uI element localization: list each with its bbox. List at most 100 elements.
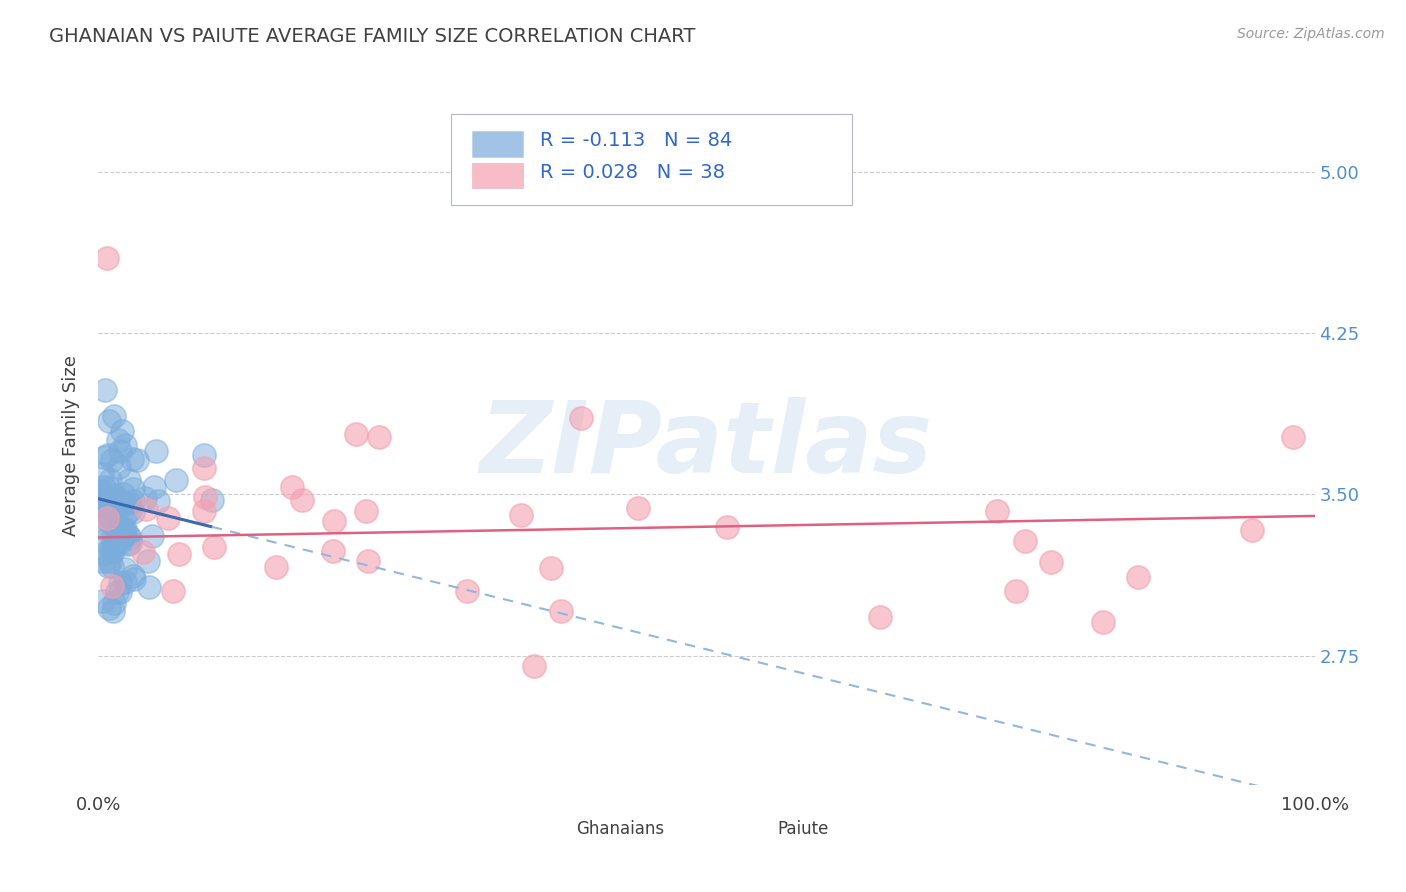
Point: [108, 536, 131, 550]
Point: [105, 502, 128, 516]
FancyBboxPatch shape: [530, 821, 564, 836]
Point: [569, 411, 592, 425]
Text: GHANAIAN VS PAIUTE AVERAGE FAMILY SIZE CORRELATION CHART: GHANAIAN VS PAIUTE AVERAGE FAMILY SIZE C…: [49, 27, 696, 45]
Point: [112, 487, 135, 501]
Point: [323, 514, 346, 528]
Point: [141, 529, 163, 543]
Point: [90, 521, 112, 535]
Point: [93, 479, 115, 493]
Point: [132, 545, 155, 559]
Point: [94, 533, 117, 547]
Point: [869, 610, 891, 624]
Point: [103, 542, 125, 557]
Point: [107, 460, 129, 475]
Point: [108, 444, 131, 458]
Point: [111, 496, 134, 510]
Point: [107, 433, 129, 447]
Point: [107, 493, 129, 508]
Point: [716, 520, 738, 534]
Point: [118, 536, 141, 550]
Point: [122, 572, 145, 586]
Point: [114, 562, 136, 576]
Point: [121, 482, 143, 496]
Point: [97, 481, 120, 495]
Y-axis label: Average Family Size: Average Family Size: [62, 356, 80, 536]
Point: [96, 251, 118, 265]
FancyBboxPatch shape: [731, 821, 765, 836]
Point: [97, 558, 120, 573]
Point: [103, 596, 125, 610]
Point: [117, 537, 139, 551]
Point: [193, 461, 215, 475]
Point: [1091, 615, 1114, 629]
Point: [100, 514, 122, 528]
Point: [118, 496, 141, 510]
Point: [114, 575, 136, 590]
Point: [93, 450, 115, 464]
Text: R = -0.113   N = 84: R = -0.113 N = 84: [540, 131, 733, 151]
Point: [112, 523, 135, 537]
Point: [135, 502, 157, 516]
Point: [96, 511, 118, 525]
Point: [96, 512, 118, 526]
Point: [101, 453, 124, 467]
Point: [193, 449, 215, 463]
Point: [125, 453, 148, 467]
Point: [101, 543, 124, 558]
Point: [91, 594, 114, 608]
Point: [98, 541, 121, 556]
Point: [103, 409, 125, 423]
Point: [1014, 533, 1036, 548]
Point: [114, 508, 136, 523]
Point: [111, 424, 134, 438]
Point: [97, 414, 120, 428]
Point: [165, 473, 187, 487]
Point: [101, 579, 124, 593]
Point: [121, 452, 143, 467]
Point: [280, 480, 302, 494]
Point: [357, 554, 380, 568]
Point: [105, 584, 128, 599]
Point: [122, 569, 145, 583]
Point: [148, 493, 170, 508]
Point: [322, 544, 344, 558]
Point: [167, 547, 190, 561]
Point: [108, 576, 131, 591]
Point: [1004, 583, 1026, 598]
Point: [122, 494, 145, 508]
Point: [91, 554, 114, 568]
Point: [1040, 555, 1063, 569]
Point: [89, 492, 111, 507]
Point: [114, 522, 136, 536]
Point: [105, 495, 128, 509]
Text: Ghanaians: Ghanaians: [576, 820, 665, 838]
Point: [291, 492, 314, 507]
Text: ZIPatlas: ZIPatlas: [479, 398, 934, 494]
FancyBboxPatch shape: [472, 162, 523, 188]
Point: [136, 554, 159, 568]
Text: R = 0.028   N = 38: R = 0.028 N = 38: [540, 163, 725, 182]
Point: [89, 497, 111, 511]
Point: [456, 584, 478, 599]
Point: [118, 473, 141, 487]
Point: [101, 541, 124, 555]
Point: [108, 585, 131, 599]
Point: [94, 546, 117, 560]
Point: [112, 528, 135, 542]
Point: [986, 503, 1008, 517]
Point: [94, 383, 117, 397]
Point: [1126, 569, 1149, 583]
Point: [134, 491, 156, 505]
Point: [121, 505, 143, 519]
Point: [100, 474, 122, 488]
Point: [627, 501, 650, 516]
Point: [101, 603, 124, 617]
Point: [145, 443, 167, 458]
Point: [550, 604, 572, 618]
Point: [194, 490, 217, 504]
Point: [266, 559, 288, 574]
Point: [90, 499, 112, 513]
Text: Paiute: Paiute: [778, 820, 828, 838]
Point: [509, 508, 531, 522]
Point: [138, 580, 160, 594]
